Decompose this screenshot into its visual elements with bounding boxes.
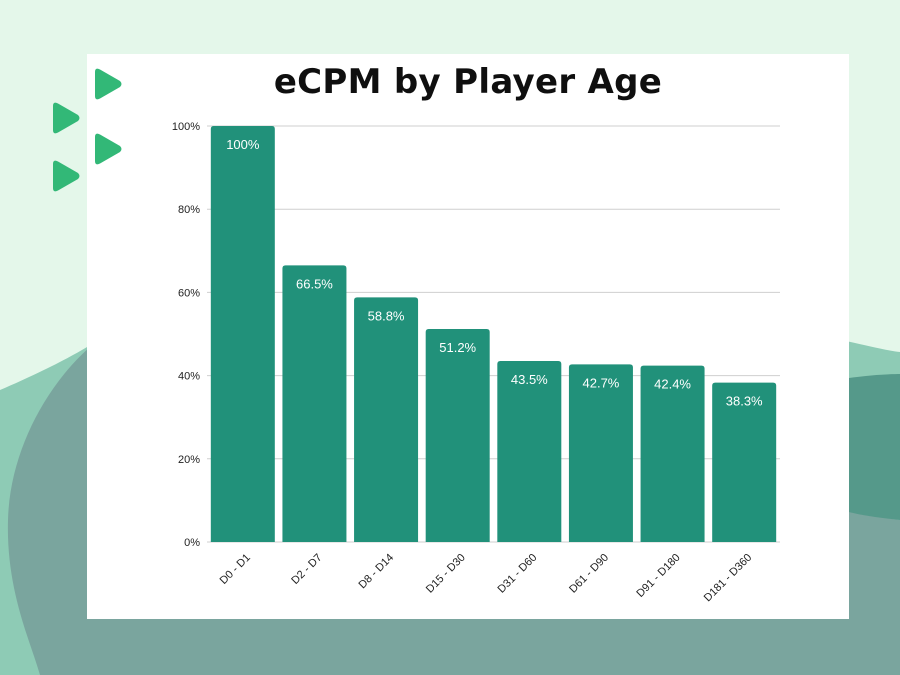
bar [640, 365, 705, 542]
x-tick-label: D61 - D90 [567, 552, 611, 596]
y-tick-label: 100% [172, 121, 200, 133]
y-tick-label: 0% [184, 537, 200, 549]
bar-value-label: 58.8% [368, 308, 405, 323]
play-arrow-icon [53, 102, 80, 134]
bar [425, 329, 490, 542]
x-tick-label: D2 - D7 [289, 552, 324, 587]
chart-title: eCPM by Player Age [273, 62, 663, 102]
bar [497, 361, 562, 542]
x-tick-label: D8 - D14 [357, 552, 397, 592]
bar-value-label: 42.4% [654, 377, 691, 392]
wave-mid [849, 374, 900, 520]
y-tick-label: 80% [178, 204, 200, 216]
bar-value-label: 100% [226, 137, 260, 152]
bar-value-label: 51.2% [439, 340, 476, 355]
bar-value-label: 38.3% [726, 394, 763, 409]
play-arrow-icon [95, 68, 122, 100]
x-tick-label: D0 - D1 [218, 552, 253, 587]
bar-value-label: 43.5% [511, 372, 548, 387]
value-labels: 100% 66.5% 58.8% 51.2% 43.5% 42.7% 42.4% 38.3% [226, 137, 763, 409]
bar [568, 364, 633, 542]
bar-value-label: 66.5% [296, 276, 333, 291]
y-axis-ticks: 0% 20% 40% 60% 80% 100% [172, 121, 200, 549]
x-tick-label: D31 - D60 [495, 552, 539, 596]
play-arrow-icon [53, 160, 80, 192]
bar [712, 382, 777, 542]
bar [210, 126, 275, 542]
x-tick-label: D181 - D360 [702, 552, 755, 605]
x-axis-ticks: D0 - D1 D2 - D7 D8 - D14 D15 - D30 D31 - D60… [218, 552, 755, 605]
y-tick-label: 60% [178, 287, 200, 299]
bar [282, 265, 347, 542]
bar-value-label: 42.7% [583, 375, 620, 390]
bar [354, 297, 419, 542]
y-tick-label: 20% [178, 454, 200, 466]
bars [210, 126, 777, 542]
y-tick-label: 40% [178, 371, 200, 383]
x-tick-label: D91 - D180 [634, 552, 682, 600]
play-arrow-icon [95, 133, 122, 165]
x-tick-label: D15 - D30 [424, 552, 468, 596]
